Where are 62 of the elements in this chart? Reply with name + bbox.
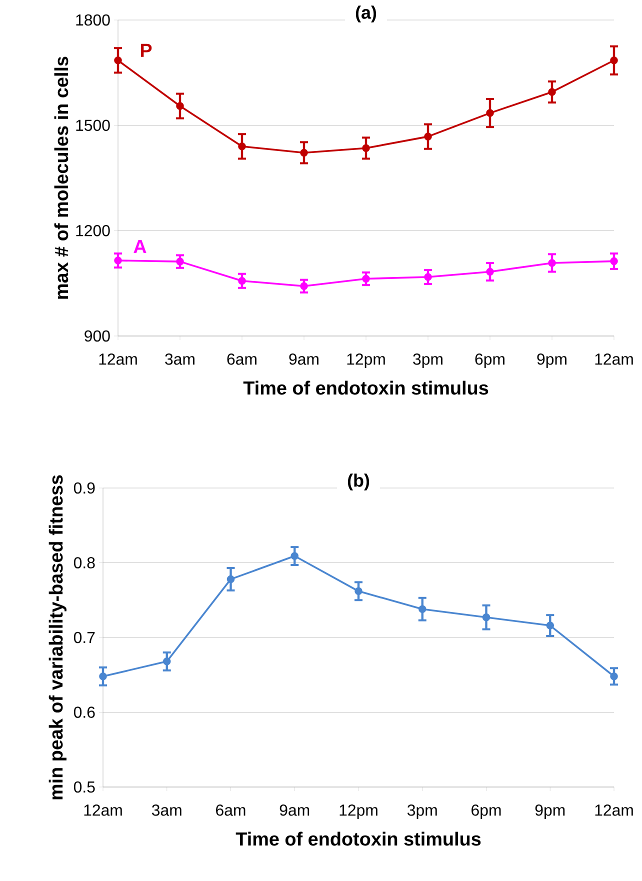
y-tick-label: 0.5	[74, 781, 95, 793]
point	[114, 56, 122, 64]
chart-title: (b)	[348, 474, 370, 490]
x-tick-label: 6am	[227, 354, 256, 365]
point	[362, 274, 370, 283]
point	[300, 282, 308, 290]
point	[610, 257, 618, 266]
point	[610, 56, 618, 64]
point	[424, 273, 432, 281]
series-label: A	[134, 240, 146, 254]
x-tick-label: 6pm	[472, 804, 501, 819]
series-label: P	[140, 44, 152, 57]
point	[176, 258, 184, 266]
point	[482, 613, 490, 622]
y-axis-title: max # of molecules in cells	[54, 56, 68, 299]
point	[238, 276, 246, 285]
y-tick-label: 1500	[76, 120, 110, 131]
point	[548, 259, 556, 267]
point	[546, 622, 554, 630]
x-tick-label: 3am	[165, 354, 194, 365]
point	[548, 88, 556, 96]
point	[226, 575, 235, 584]
x-tick-label: 9pm	[537, 354, 566, 368]
point	[418, 605, 426, 613]
x-tick-label: 12am	[595, 354, 633, 365]
point	[424, 132, 432, 140]
y-tick-label: 1800	[76, 14, 110, 26]
x-tick-label: 3am	[152, 804, 182, 816]
point	[610, 672, 618, 680]
point	[238, 142, 246, 150]
x-axis-title: Time of endotoxin stimulus	[236, 832, 481, 846]
x-tick-label: 12am	[595, 804, 633, 816]
point	[354, 587, 362, 596]
x-tick-label: 6am	[216, 804, 246, 816]
x-tick-label: 12am	[99, 354, 137, 365]
point	[290, 552, 299, 560]
x-tick-label: 6pm	[475, 354, 504, 368]
x-axis-title: Time of endotoxin stimulus	[243, 380, 488, 395]
x-tick-label: 12am	[84, 804, 122, 816]
x-tick-label: 3pm	[413, 354, 442, 368]
point	[162, 658, 171, 666]
point	[486, 268, 494, 276]
x-tick-label: 9pm	[535, 804, 565, 819]
x-tick-label: 9am	[289, 354, 318, 365]
y-tick-label: 900	[84, 330, 110, 342]
x-tick-label: 12pm	[340, 804, 378, 819]
chart-title: (a)	[356, 6, 376, 22]
x-tick-label: 12pm	[347, 354, 385, 368]
x-tick-label: 9am	[280, 804, 310, 816]
point	[176, 102, 184, 110]
y-tick-label: 1200	[76, 225, 110, 236]
point	[114, 256, 122, 264]
point	[300, 148, 308, 157]
y-tick-label: 0.8	[74, 557, 95, 568]
x-tick-label: 3pm	[407, 804, 437, 819]
y-tick-label: 0.9	[74, 482, 95, 494]
y-tick-label: 0.6	[74, 706, 95, 718]
point	[99, 672, 107, 680]
y-axis-title: min peak of variability-based fitness	[48, 475, 66, 800]
point	[362, 144, 370, 152]
point	[486, 109, 494, 117]
y-tick-label: 0.7	[74, 632, 95, 644]
